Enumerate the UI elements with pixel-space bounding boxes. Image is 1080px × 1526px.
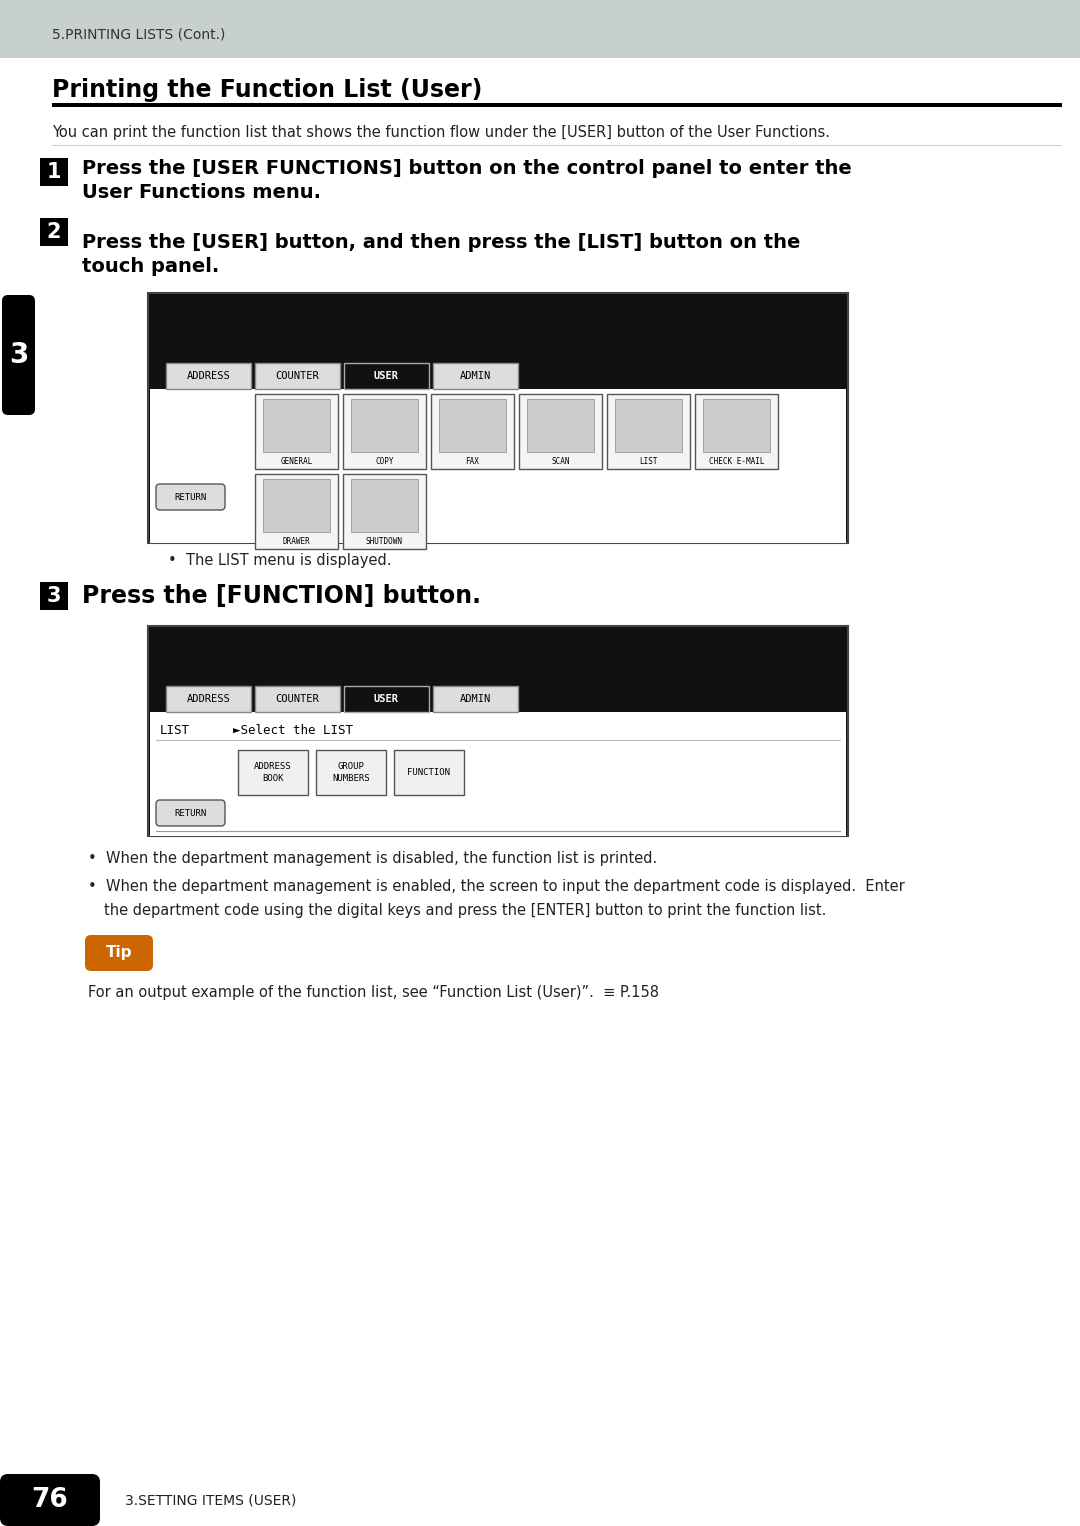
Text: ADMIN: ADMIN — [460, 694, 491, 703]
Text: User Functions menu.: User Functions menu. — [82, 183, 321, 203]
Text: 76: 76 — [31, 1486, 68, 1512]
Text: You can print the function list that shows the function flow under the [USER] bu: You can print the function list that sho… — [52, 125, 831, 139]
Bar — [351, 398, 418, 452]
FancyBboxPatch shape — [0, 1474, 100, 1526]
Text: 3: 3 — [46, 586, 62, 606]
Text: GROUP
NUMBERS: GROUP NUMBERS — [333, 763, 369, 783]
Text: Press the [USER FUNCTIONS] button on the control panel to enter the: Press the [USER FUNCTIONS] button on the… — [82, 159, 852, 177]
Text: USER: USER — [374, 694, 399, 703]
Bar — [148, 293, 848, 543]
Text: FAX: FAX — [465, 456, 480, 465]
Bar — [351, 479, 418, 533]
Bar — [703, 398, 770, 452]
Text: •  When the department management is disabled, the function list is printed.: • When the department management is disa… — [87, 850, 658, 865]
Bar — [433, 363, 518, 389]
Text: •  The LIST menu is displayed.: • The LIST menu is displayed. — [168, 554, 391, 569]
Text: For an output example of the function list, see “Function List (User)”.  ≡ P.158: For an output example of the function li… — [87, 984, 659, 1000]
FancyBboxPatch shape — [156, 484, 225, 510]
Bar — [519, 394, 602, 468]
Bar — [255, 687, 340, 713]
Text: ADMIN: ADMIN — [460, 371, 491, 382]
Text: ADDRESS
BOOK: ADDRESS BOOK — [254, 763, 292, 783]
Bar — [40, 581, 68, 610]
Bar — [431, 394, 514, 468]
Text: •  When the department management is enabled, the screen to input the department: • When the department management is enab… — [87, 879, 905, 894]
Text: RETURN: RETURN — [174, 493, 206, 502]
Bar — [238, 749, 308, 795]
Text: COUNTER: COUNTER — [275, 371, 320, 382]
Bar — [255, 363, 340, 389]
Bar — [0, 1474, 1080, 1526]
Bar — [150, 713, 846, 836]
Text: CHECK E-MAIL: CHECK E-MAIL — [708, 456, 765, 465]
FancyBboxPatch shape — [85, 935, 153, 971]
Text: COUNTER: COUNTER — [275, 694, 320, 703]
Bar — [166, 363, 251, 389]
Text: 2: 2 — [46, 221, 62, 243]
Bar — [433, 687, 518, 713]
Text: SHUTDOWN: SHUTDOWN — [366, 537, 403, 545]
Bar — [438, 398, 507, 452]
Bar — [607, 394, 690, 468]
Bar — [394, 749, 464, 795]
Text: LIST: LIST — [639, 456, 658, 465]
Text: Press the [USER] button, and then press the [LIST] button on the: Press the [USER] button, and then press … — [82, 233, 800, 252]
FancyBboxPatch shape — [2, 295, 35, 415]
Text: LIST: LIST — [160, 723, 190, 737]
Text: DRAWER: DRAWER — [283, 537, 310, 545]
Text: ADDRESS: ADDRESS — [187, 694, 230, 703]
Text: 3.SETTING ITEMS (USER): 3.SETTING ITEMS (USER) — [125, 1492, 296, 1508]
Bar — [166, 687, 251, 713]
Bar — [615, 398, 681, 452]
Text: FUNCTION: FUNCTION — [407, 768, 450, 777]
Text: 3: 3 — [9, 340, 28, 369]
Bar — [148, 626, 848, 836]
Text: GENERAL: GENERAL — [281, 456, 313, 465]
Text: ►Select the LIST: ►Select the LIST — [233, 723, 353, 737]
Text: ADDRESS: ADDRESS — [187, 371, 230, 382]
Text: Press the [FUNCTION] button.: Press the [FUNCTION] button. — [82, 584, 481, 607]
Text: 5.PRINTING LISTS (Cont.): 5.PRINTING LISTS (Cont.) — [52, 27, 226, 41]
Bar — [345, 687, 429, 713]
Text: Tip: Tip — [106, 946, 132, 960]
Bar — [343, 475, 426, 549]
Bar — [0, 0, 1080, 58]
Text: USER: USER — [374, 371, 399, 382]
Text: COPY: COPY — [375, 456, 394, 465]
Text: touch panel.: touch panel. — [82, 258, 219, 276]
Bar — [527, 398, 594, 452]
Bar — [40, 159, 68, 186]
Bar — [40, 218, 68, 246]
Bar — [264, 479, 330, 533]
Bar — [316, 749, 386, 795]
Bar — [255, 394, 338, 468]
Text: SCAN: SCAN — [551, 456, 570, 465]
Bar — [255, 475, 338, 549]
Text: RETURN: RETURN — [174, 809, 206, 818]
Text: the department code using the digital keys and press the [ENTER] button to print: the department code using the digital ke… — [104, 902, 826, 917]
FancyBboxPatch shape — [156, 800, 225, 826]
Bar — [343, 394, 426, 468]
Bar — [345, 363, 429, 389]
Bar — [52, 102, 1062, 107]
Bar — [150, 389, 846, 543]
Text: Printing the Function List (User): Printing the Function List (User) — [52, 78, 483, 102]
Bar — [696, 394, 778, 468]
Bar — [264, 398, 330, 452]
Text: 1: 1 — [46, 162, 62, 182]
